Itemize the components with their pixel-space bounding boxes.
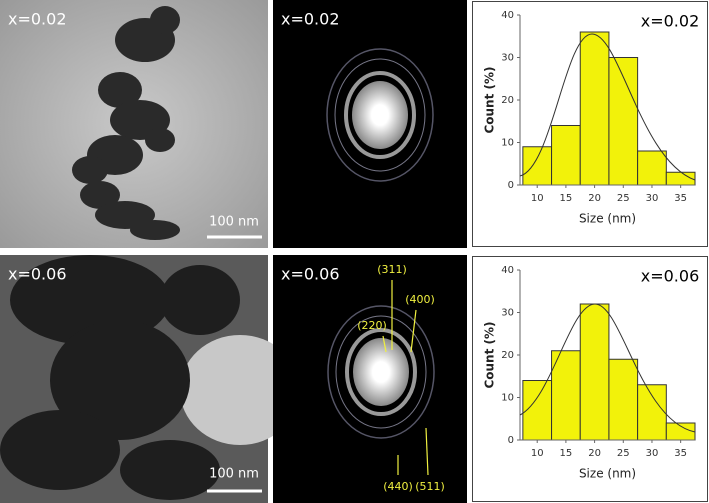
y-axis-label: Count (%): [483, 66, 497, 133]
rings: [326, 48, 434, 182]
panel-label: x=0.02: [8, 10, 67, 29]
x-tick-label: 30: [646, 193, 659, 204]
y-tick-label: 40: [501, 10, 514, 21]
x-tick-label: 25: [617, 448, 630, 459]
central-spot: [352, 81, 408, 149]
y-tick-label: 30: [501, 308, 514, 319]
scale-label: 100 nm: [209, 215, 259, 230]
plane-label: (400): [405, 293, 435, 306]
x-axis-label: Size (nm): [579, 467, 636, 481]
y-tick-label: 0: [508, 435, 514, 446]
bar: [551, 125, 581, 186]
x-tick-label: 35: [674, 448, 687, 459]
panel-label: x=0.06: [8, 265, 67, 284]
bar: [522, 146, 553, 186]
bar: [579, 31, 610, 186]
panel-label: x=0.02: [281, 10, 340, 29]
y-tick-label: 20: [501, 350, 514, 361]
particles: [0, 255, 240, 500]
y-tick-label: 20: [501, 95, 514, 106]
y-tick-label: 40: [501, 265, 514, 276]
bar: [551, 350, 581, 441]
bar: [637, 384, 667, 441]
bar: [522, 380, 553, 441]
particles: [72, 6, 180, 240]
scale-label: 100 nm: [209, 467, 259, 482]
x-tick-label: 10: [531, 193, 544, 204]
bar: [608, 358, 639, 441]
y-axis-label: Count (%): [483, 321, 497, 388]
x-tick-label: 25: [617, 193, 630, 204]
x-tick-label: 20: [588, 193, 601, 204]
histogram: 0 10 20 30 40 10 15 20 25 30 35 Size (nm) Count (%) x…: [483, 10, 700, 226]
annotation: x=0.02: [641, 12, 700, 31]
y-tick-label: 10: [501, 393, 514, 404]
bar: [579, 303, 610, 441]
x-tick-label: 15: [560, 448, 573, 459]
x-tick-label: 15: [560, 193, 573, 204]
y-tick-label: 0: [508, 180, 514, 191]
plane-label: (440): [383, 480, 413, 493]
plane-label: (220): [357, 319, 387, 332]
x-tick-label: 30: [646, 448, 659, 459]
background-area: [180, 335, 300, 445]
fit-curve: [519, 303, 696, 433]
x-axis-label: Size (nm): [579, 212, 636, 226]
histogram: 0 10 20 30 40 10 15 20 25 30 35 Size (nm) Count (%) x…: [483, 265, 700, 481]
rings: [327, 305, 435, 439]
plane-label: (311): [377, 263, 407, 276]
x-tick-label: 20: [588, 448, 601, 459]
arrows: [382, 280, 429, 476]
annotation: x=0.06: [641, 267, 700, 286]
plane-label: (511): [415, 480, 445, 493]
bar: [608, 57, 639, 186]
bar: [637, 150, 667, 186]
panel-label: x=0.06: [281, 265, 340, 284]
y-tick-label: 30: [501, 53, 514, 64]
central-spot: [353, 338, 409, 406]
x-tick-label: 10: [531, 448, 544, 459]
x-tick-label: 35: [674, 193, 687, 204]
fit-curve: [519, 33, 696, 181]
y-tick-label: 10: [501, 138, 514, 149]
